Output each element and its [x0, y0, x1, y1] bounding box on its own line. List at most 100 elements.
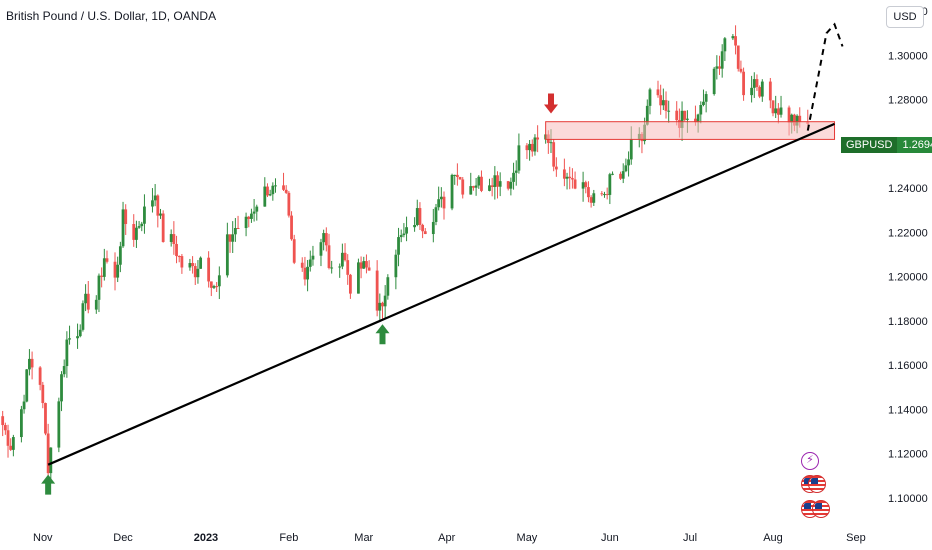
candle-body — [798, 115, 802, 122]
candle-body — [512, 172, 515, 182]
candle-body — [346, 260, 350, 275]
candle-body — [675, 110, 679, 121]
candle-body — [517, 145, 521, 171]
chart-title: British Pound / U.S. Dollar, 1D, OANDA — [6, 9, 217, 23]
candle-body — [659, 95, 663, 106]
us-flag-icon[interactable] — [812, 500, 830, 518]
lightning-icon[interactable]: ⚡ — [801, 452, 819, 470]
candle-body — [790, 114, 794, 123]
candle-body — [720, 51, 724, 69]
candle-body — [177, 256, 181, 258]
y-tick-label: 1.20000 — [888, 272, 928, 284]
candle-body — [11, 437, 15, 450]
candle-body — [461, 179, 465, 195]
candle-body — [244, 216, 248, 229]
candle-body — [169, 234, 173, 242]
candle-body — [686, 118, 689, 120]
candle-body — [153, 195, 157, 201]
x-tick-label: Sep — [846, 532, 866, 544]
candle-body — [514, 170, 518, 173]
candle-body — [699, 105, 703, 115]
x-tick-label: Nov — [33, 532, 53, 544]
candle-body — [434, 207, 438, 222]
candle-body — [587, 187, 590, 198]
candle-body — [365, 261, 368, 268]
candle-body — [338, 266, 342, 268]
candle-body — [124, 209, 128, 225]
candle-body — [600, 193, 604, 195]
x-tick-label: Jul — [683, 532, 697, 544]
candle-body — [180, 256, 184, 268]
candle-body — [188, 263, 192, 268]
candle-body — [9, 445, 13, 450]
candle-body — [718, 66, 721, 69]
candle-body — [38, 367, 42, 385]
candle-body — [274, 185, 277, 187]
candle-body — [656, 89, 660, 96]
candle-body — [405, 227, 408, 234]
x-tick-label: Feb — [279, 532, 298, 544]
candle-body — [172, 234, 176, 244]
candle-body — [196, 268, 200, 278]
candle-body — [702, 101, 705, 106]
currency-button[interactable]: USD — [886, 6, 924, 28]
candle-body — [490, 185, 494, 187]
candle-body — [247, 216, 251, 219]
candle-body — [233, 227, 237, 235]
candle-body — [793, 114, 796, 126]
candle-body — [453, 174, 457, 176]
candle-body — [413, 224, 416, 228]
candle-body — [415, 208, 419, 225]
candle-body — [290, 215, 293, 240]
candle-body — [41, 384, 45, 404]
x-tick-label: Aug — [763, 532, 783, 544]
candle-body — [308, 259, 312, 267]
candle-body — [439, 196, 443, 200]
candle-body — [6, 430, 10, 446]
candle-body — [348, 274, 352, 294]
candle-body — [506, 181, 510, 189]
candle-body — [19, 409, 23, 438]
x-tick-label: 2023 — [194, 532, 218, 544]
y-tick-label: 1.12000 — [888, 449, 928, 461]
candle-body — [266, 186, 269, 196]
candle-body — [140, 223, 144, 227]
candle-body — [84, 293, 87, 304]
candle-body — [207, 257, 211, 282]
candle-body — [113, 261, 117, 278]
x-tick-label: Dec — [113, 532, 133, 544]
candle-body — [30, 358, 34, 368]
candle-body — [680, 110, 684, 128]
up-arrow-icon — [41, 474, 56, 495]
candle-body — [271, 185, 275, 195]
candle-body — [300, 262, 304, 268]
candle-body — [199, 257, 203, 269]
candle-body — [375, 270, 379, 311]
price-tag-symbol: GBPUSD — [841, 137, 898, 153]
candle-body — [552, 142, 556, 167]
candle-body — [252, 211, 256, 214]
candle-body — [151, 200, 154, 207]
candle-body — [311, 255, 315, 260]
candle-body — [496, 175, 499, 187]
candle-body — [787, 107, 791, 123]
candle-body — [62, 366, 66, 375]
candle-body — [327, 245, 331, 268]
candle-body — [383, 295, 387, 307]
candle-body — [143, 206, 146, 224]
y-tick-label: 1.28000 — [888, 95, 928, 107]
candle-body — [661, 100, 665, 106]
candle-body — [648, 89, 652, 106]
candle-body — [442, 196, 446, 209]
us-flag-icon[interactable] — [808, 475, 826, 493]
candle-body — [771, 100, 775, 114]
y-tick-label: 1.22000 — [888, 227, 928, 239]
y-tick-label: 1.18000 — [888, 316, 928, 328]
y-tick-label: 1.14000 — [888, 404, 928, 416]
candle-body — [589, 197, 593, 203]
candle-body — [212, 286, 216, 288]
candle-body — [228, 234, 232, 242]
candle-body — [57, 401, 61, 448]
candle-body — [78, 329, 82, 337]
